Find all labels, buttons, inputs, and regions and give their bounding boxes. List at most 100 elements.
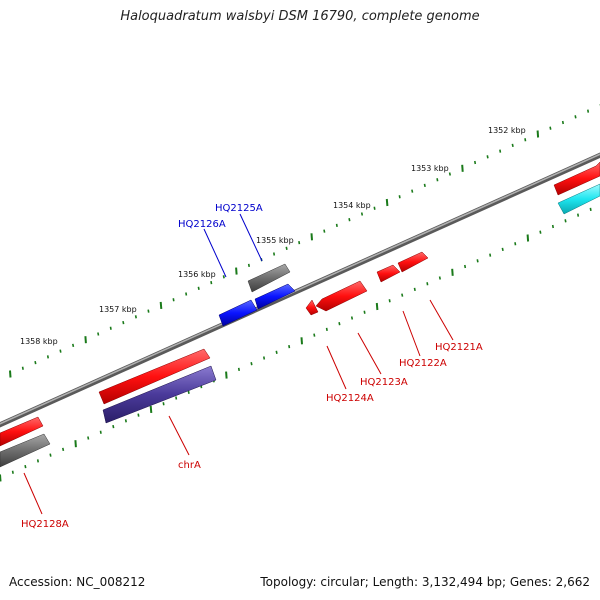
gene-arrow-hq2123a[interactable] [315, 280, 368, 312]
upper-ruler-tick [172, 298, 175, 302]
lower-ruler-tick [451, 268, 454, 276]
upper-ruler-tick [21, 366, 24, 370]
lower-ruler-tick [464, 264, 467, 269]
lower-ruler-tick [388, 299, 391, 303]
lower-tick-ruler [0, 207, 592, 482]
upper-ruler-tick [109, 326, 112, 330]
lower-ruler-tick [564, 219, 567, 223]
lower-ruler-tick [275, 350, 278, 354]
upper-ruler-tick [147, 309, 150, 313]
lower-ruler-tick [476, 259, 479, 263]
lower-ruler-tick [36, 459, 39, 463]
gene-arrow-hq2121a[interactable] [397, 251, 429, 273]
gene-arrow-chra-top[interactable] [98, 348, 211, 405]
lower-ruler-tick [237, 367, 240, 372]
lower-ruler-tick [62, 447, 65, 452]
ruler-label-1354: 1354 kbp [333, 201, 371, 210]
lower-ruler-tick [300, 337, 303, 345]
gene-arrow-hq2124a[interactable] [305, 299, 319, 316]
lower-ruler-tick [426, 282, 429, 286]
upper-ruler-tick [461, 164, 464, 172]
gene-label-hq2123a[interactable]: HQ2123A [360, 377, 408, 388]
gene-label-hq2122a[interactable]: HQ2122A [399, 358, 447, 369]
upper-ruler-tick [59, 349, 62, 353]
lower-ruler-tick [514, 242, 517, 246]
lower-ruler-tick [263, 356, 266, 360]
upper-ruler-tick [235, 267, 238, 275]
gene-label-chra[interactable]: chrA [178, 460, 201, 471]
lower-ruler-tick [489, 253, 492, 257]
ruler-label-1353: 1353 kbp [411, 164, 449, 173]
gene-label-hq2124a[interactable]: HQ2124A [326, 393, 374, 404]
lower-ruler-tick [363, 310, 366, 314]
lower-ruler-tick [225, 371, 228, 379]
upper-ruler-tick [373, 206, 376, 210]
gene-arrow-top-right-red[interactable] [553, 161, 600, 196]
lower-ruler-tick [137, 413, 140, 417]
leader-hq2123a [357, 332, 382, 375]
lower-ruler-tick [99, 430, 102, 434]
leader-hq2126a [203, 228, 227, 278]
lower-ruler-tick [350, 316, 354, 320]
upper-ruler-tick [524, 138, 527, 142]
gene-label-hq2126a[interactable]: HQ2126A [178, 219, 226, 230]
leader-chra [168, 415, 190, 456]
lower-ruler-tick [577, 213, 580, 217]
lower-ruler-tick [413, 287, 416, 292]
lower-ruler-tick [401, 293, 404, 297]
upper-ruler-tick [34, 360, 37, 365]
upper-ruler-tick [122, 320, 125, 325]
leader-hq2125a [239, 213, 263, 262]
upper-ruler-tick [222, 275, 225, 279]
gene-label-hq2121a[interactable]: HQ2121A [435, 342, 483, 353]
gene-arrow-left-red[interactable] [0, 416, 44, 447]
gene-arrow-hq2126a[interactable] [218, 299, 258, 327]
gene-arrow-hq2125a[interactable] [247, 263, 291, 293]
upper-ruler-tick [84, 336, 87, 344]
gene-arrow-blue-small[interactable] [254, 283, 296, 310]
lower-ruler-tick [87, 436, 90, 440]
lower-ruler-tick [501, 247, 504, 252]
ruler-label-1357: 1357 kbp [99, 305, 137, 314]
upper-ruler-tick [511, 143, 514, 148]
upper-ruler-tick [159, 301, 163, 309]
lower-ruler-tick [589, 207, 592, 212]
gene-arrow-hq2122a[interactable] [376, 264, 401, 283]
upper-ruler-tick [9, 370, 12, 378]
gene-arrow-hq2128a[interactable] [0, 433, 51, 468]
lower-ruler-tick [539, 230, 542, 234]
ruler-label-1352: 1352 kbp [488, 126, 526, 135]
upper-ruler-tick [549, 126, 552, 130]
upper-ruler-tick [273, 252, 276, 256]
upper-ruler-tick [247, 263, 250, 268]
upper-ruler-tick [197, 286, 200, 290]
upper-ruler-tick [536, 130, 540, 138]
upper-ruler-tick [335, 223, 338, 228]
gene-arrow-chra-bottom[interactable] [102, 365, 217, 424]
genome-backbone [0, 152, 600, 428]
gene-label-hq2128a[interactable]: HQ2128A [21, 519, 69, 530]
ruler-label-1358: 1358 kbp [20, 337, 58, 346]
leader-hq2121a [429, 299, 454, 341]
upper-ruler-tick [310, 233, 313, 241]
upper-ruler-tick [398, 195, 401, 199]
upper-tick-ruler [9, 103, 600, 378]
accession-text: Accession: NC_008212 [9, 575, 146, 589]
gene-arrow-top-right-cyan[interactable] [557, 183, 600, 215]
upper-ruler-tick [385, 198, 389, 207]
upper-ruler-tick [72, 343, 75, 348]
leader-hq2124a [326, 345, 347, 390]
gene-label-hq2125a[interactable]: HQ2125A [215, 203, 263, 214]
upper-ruler-tick [574, 115, 577, 119]
upper-ruler-tick [323, 229, 326, 233]
lower-ruler-tick [338, 322, 341, 326]
lower-ruler-tick [438, 276, 441, 280]
upper-ruler-tick [411, 189, 414, 193]
lower-ruler-tick [0, 474, 2, 482]
upper-ruler-tick [561, 120, 564, 125]
leader-hq2128a [23, 472, 43, 515]
leader-hq2122a [402, 310, 421, 357]
ruler-label-1355: 1355 kbp [256, 236, 294, 245]
lower-ruler-tick [112, 424, 115, 429]
